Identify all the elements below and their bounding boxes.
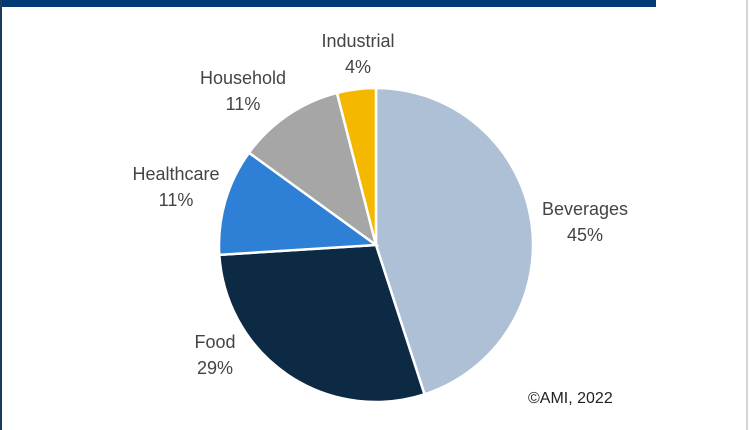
slice-label-food: Food (194, 332, 235, 352)
slice-value-healthcare: 11% (159, 190, 194, 210)
slice-value-household: 11% (226, 94, 261, 114)
left-border (0, 0, 2, 430)
pie-slice-beverages (374, 86, 535, 396)
top-banner-bar (0, 0, 656, 7)
slice-value-food: 29% (197, 358, 233, 378)
pie-slice-food (217, 243, 427, 404)
right-border (746, 0, 748, 430)
slice-value-industrial: 4% (345, 57, 371, 77)
pie-slice-healthcare (217, 150, 380, 257)
slice-label-industrial: Industrial (321, 31, 394, 51)
slice-label-beverages: Beverages (542, 199, 628, 219)
copyright-note: ©AMI, 2022 (528, 390, 613, 407)
slice-value-beverages: 45% (567, 225, 603, 245)
slice-label-healthcare: Healthcare (132, 164, 219, 184)
pie-slice-industrial (335, 86, 378, 246)
pie-slice-household (247, 91, 379, 249)
slice-label-household: Household (200, 68, 286, 88)
